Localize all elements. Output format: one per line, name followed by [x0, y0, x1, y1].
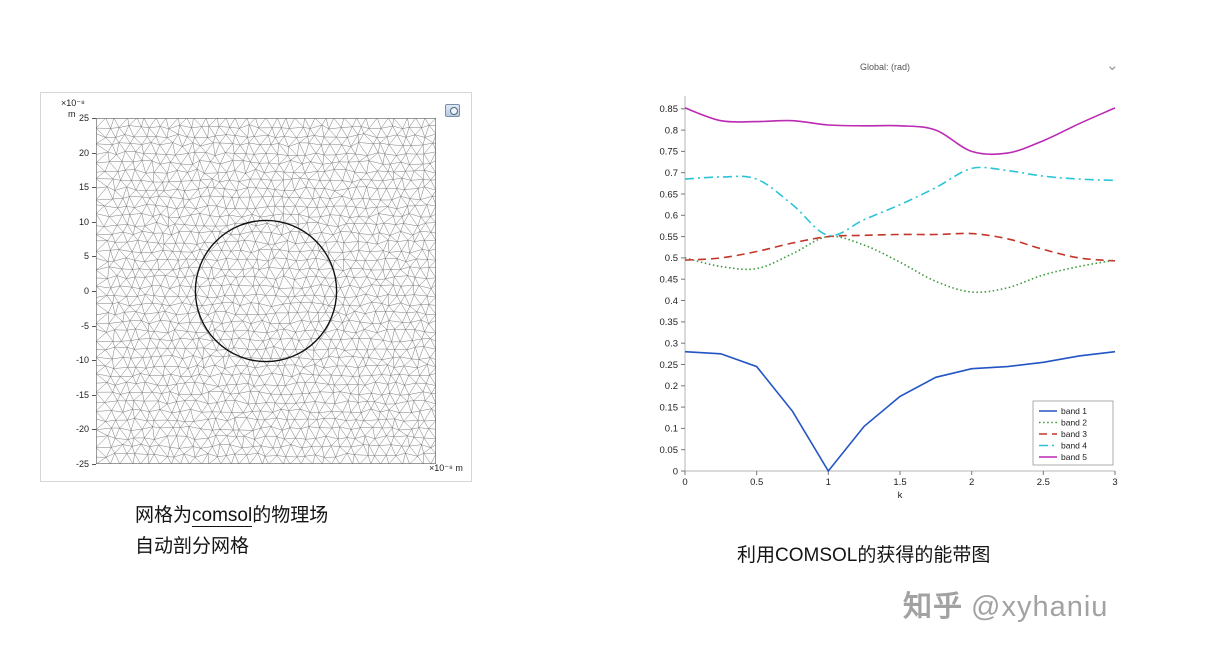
mesh-caption-line2: 自动剖分网格	[135, 536, 250, 557]
x-axis-label: k	[898, 490, 903, 501]
mesh-plot-window: ×10⁻⁸ m ×10⁻⁸ m 25 20 15 10 5 0 -5 -10 -15 -20 -25	[40, 92, 472, 482]
mesh-y-tick-label: -20	[75, 424, 89, 435]
mesh-y-tick-label: -25	[75, 459, 89, 469]
legend-entry-label: band 5	[1061, 452, 1087, 462]
mesh-y-tick-label: 0	[83, 286, 89, 296]
y-tick-label: 0.65	[660, 189, 679, 200]
mesh-y-tick-label: 5	[83, 251, 89, 262]
mesh-y-tick-label: -5	[80, 320, 89, 331]
legend-entry-label: band 2	[1061, 418, 1087, 428]
mesh-y-tick-label: 25	[78, 113, 89, 123]
x-tick-label: 1.5	[893, 477, 906, 488]
mesh-y-tick-label: -10	[75, 355, 89, 366]
mesh-circle-boundary	[194, 219, 338, 363]
y-tick-label: 0.5	[665, 253, 678, 264]
mesh-y-axis-unit: m	[68, 109, 76, 119]
chevron-down-icon[interactable]: ⌄	[1106, 57, 1119, 74]
mesh-y-tick	[92, 325, 96, 327]
y-tick-label: 0.3	[665, 339, 678, 350]
mesh-y-tick	[92, 291, 96, 292]
x-tick-label: 0.5	[750, 477, 763, 488]
mesh-y-tick	[92, 360, 96, 362]
mesh-y-tick	[92, 464, 96, 465]
mesh-y-tick	[92, 187, 96, 189]
y-tick-label: 0.75	[660, 147, 679, 158]
x-tick-label: 0	[682, 477, 687, 488]
y-tick-label: 0.85	[660, 104, 679, 115]
band-chart-canvas: 0 0.05 0.1 0.15 0.2 0.25 0.3 0.35 0.4 0.45 0.5 0.55…	[660, 96, 1118, 501]
legend-entry-label: band 4	[1061, 441, 1087, 451]
mesh-caption: 网格为comsol的物理场 自动剖分网格	[135, 500, 328, 562]
mesh-y-tick	[92, 221, 96, 223]
x-tick-label: 1	[826, 477, 831, 488]
mesh-y-tick-label: 15	[78, 182, 89, 193]
y-tick-label: 0.55	[660, 232, 679, 243]
series-line-band-5	[684, 107, 1116, 156]
y-tick-label: 0.6	[665, 211, 678, 222]
camera-icon[interactable]	[445, 104, 460, 117]
y-tick-label: 0.15	[660, 402, 679, 413]
series-line-band-1	[684, 350, 1116, 473]
band-caption: 利用COMSOL的获得的能带图	[737, 545, 991, 566]
mesh-x-axis-unit: ×10⁻⁸ m	[429, 463, 463, 473]
legend-entry-label: band 1	[1061, 406, 1087, 416]
watermark-handle: @xyhaniu	[971, 591, 1109, 623]
y-tick-label: 0.8	[665, 125, 678, 136]
y-tick-label: 0.35	[660, 317, 679, 328]
mesh-y-tick	[92, 429, 96, 431]
y-tick-label: 0.7	[665, 168, 678, 179]
legend-entry-label: band 3	[1061, 429, 1087, 439]
x-tick-label: 2	[969, 477, 974, 488]
series-line-band-2	[684, 235, 1116, 294]
mesh-caption-pre: 网格为	[135, 505, 193, 526]
mesh-y-axis-exponent: ×10⁻⁸	[61, 98, 85, 108]
watermark-brand: 知乎	[903, 591, 964, 623]
series-line-band-4	[684, 166, 1116, 237]
mesh-caption-post: 的物理场	[252, 505, 329, 526]
band-chart-title: Global: (rad)	[859, 62, 911, 72]
y-tick-label: 0.25	[660, 360, 679, 371]
y-tick-label: 0	[673, 466, 678, 477]
mesh-triangles	[96, 118, 436, 464]
y-tick-label: 0.1	[665, 424, 678, 435]
y-tick-label: 0.2	[665, 381, 678, 392]
y-tick-label: 0.05	[660, 445, 679, 456]
y-tick-label: 0.4	[665, 296, 678, 307]
mesh-canvas	[96, 118, 436, 464]
y-tick-label: 0.45	[660, 275, 679, 286]
x-tick-label: 3	[1112, 477, 1117, 488]
mesh-y-tick	[92, 118, 96, 119]
mesh-y-tick	[92, 152, 96, 154]
mesh-caption-comsol-underlined: comsol	[192, 505, 253, 527]
watermark: 知乎 @xyhaniu	[903, 583, 1108, 625]
mesh-y-tick	[92, 256, 96, 258]
mesh-y-tick	[92, 394, 96, 396]
series-line-band-3	[684, 232, 1116, 262]
mesh-y-tick-label: 20	[78, 147, 89, 158]
x-tick-label: 2.5	[1037, 477, 1050, 488]
mesh-y-tick-label: 10	[78, 216, 89, 227]
mesh-y-tick-label: -15	[75, 389, 89, 400]
